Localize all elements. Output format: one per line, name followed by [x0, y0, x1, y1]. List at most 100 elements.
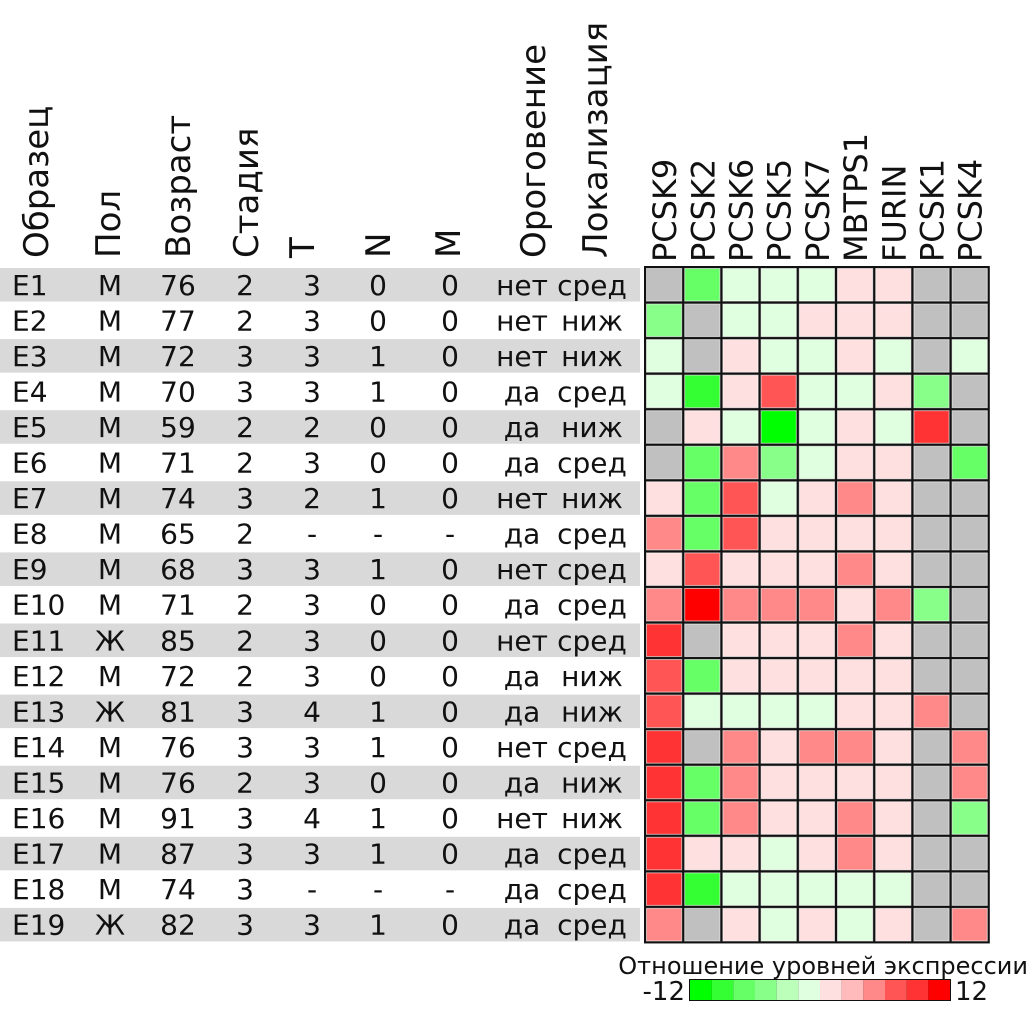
heatmap-cell [837, 481, 874, 515]
heatmap-cell [722, 765, 759, 800]
table-cell: М [98, 447, 122, 480]
heatmap-cell [875, 836, 912, 871]
table-cell: 0 [441, 766, 459, 799]
heatmap-cell [646, 374, 683, 409]
heatmap-cell [722, 516, 759, 551]
sample-id: E12 [12, 660, 65, 693]
heatmap-cell [951, 374, 988, 409]
table-cell: 2 [303, 482, 321, 515]
sample-id: E3 [12, 340, 48, 373]
heatmap-cell [684, 659, 721, 693]
heatmap-cell [722, 694, 759, 729]
table-cell: 0 [441, 553, 459, 586]
heatmap-cell [684, 374, 721, 409]
row-stripe [0, 694, 640, 729]
table-cell: ниж [561, 766, 623, 799]
heatmap-cell [837, 268, 874, 302]
table-cell: 82 [160, 909, 196, 942]
table-cell: да [504, 909, 541, 942]
heatmap-cell [760, 587, 797, 622]
table-cell: 0 [369, 624, 387, 657]
table-cell: 3 [236, 695, 254, 728]
table-cell: нет [496, 482, 548, 515]
heatmap-cell [760, 836, 797, 871]
heatmap-cell [760, 872, 797, 906]
sample-id: E19 [12, 909, 65, 942]
row-stripe [0, 268, 640, 302]
gene-label: PCSK2 [684, 159, 722, 262]
table-cell: 0 [441, 411, 459, 444]
sample-id: E7 [12, 482, 48, 515]
heatmap-cell [646, 694, 683, 729]
table-cell: 76 [160, 731, 196, 764]
heatmap-cell [875, 552, 912, 586]
table-cell: 77 [160, 304, 196, 337]
table-cell: 3 [303, 589, 321, 622]
table-cell: 3 [303, 340, 321, 373]
heatmap-cell [837, 836, 874, 871]
heatmap-cell [760, 552, 797, 586]
heatmap-cell [760, 659, 797, 693]
heatmap-cell [798, 374, 835, 409]
column-header: N [359, 233, 399, 258]
heatmap-cell [875, 659, 912, 693]
heatmap-cell [684, 907, 721, 942]
heatmap-cell [684, 552, 721, 586]
table-cell: 1 [369, 482, 387, 515]
legend-swatch [733, 980, 755, 1000]
table-cell: да [504, 375, 541, 408]
table-cell: 3 [303, 909, 321, 942]
heatmap-cell [684, 268, 721, 302]
heatmap-cell [913, 587, 950, 622]
heatmap-cell [646, 836, 683, 871]
table-cell: М [98, 838, 122, 871]
heatmap-cell [875, 872, 912, 906]
table-cell: М [98, 411, 122, 444]
heatmap-cell [684, 445, 721, 480]
table-cell: 3 [236, 482, 254, 515]
heatmap-cell [837, 339, 874, 373]
heatmap-cell [875, 481, 912, 515]
table-cell: да [504, 838, 541, 871]
heatmap-cell [837, 765, 874, 800]
heatmap-cell [798, 872, 835, 906]
table-cell: 2 [236, 411, 254, 444]
legend-swatch [690, 980, 712, 1000]
gene-label: MBTPS1 [837, 133, 875, 262]
sample-id: E9 [12, 553, 48, 586]
heatmap-cell [951, 481, 988, 515]
heatmap-cell [913, 303, 950, 338]
table-cell: 2 [236, 304, 254, 337]
heatmap-cell [722, 481, 759, 515]
table-cell: 3 [236, 375, 254, 408]
table-cell: да [504, 589, 541, 622]
heatmap-cell [646, 872, 683, 906]
heatmap-cell [837, 694, 874, 729]
heatmap-cell [760, 303, 797, 338]
heatmap-cell [646, 801, 683, 835]
heatmap-cell [837, 516, 874, 551]
table-cell: 3 [303, 304, 321, 337]
column-header: T [283, 237, 323, 259]
table-cell: 3 [303, 269, 321, 302]
column-header: Стадия [227, 128, 267, 258]
table-cell: 2 [303, 411, 321, 444]
table-cell: М [98, 375, 122, 408]
heatmap-cell [913, 623, 950, 658]
legend-swatch [755, 980, 777, 1000]
sample-id: E5 [12, 411, 48, 444]
heatmap-cell [951, 339, 988, 373]
heatmap-cell [646, 730, 683, 764]
legend-swatch [863, 980, 885, 1000]
heatmap-cell [875, 268, 912, 302]
table-cell: 3 [236, 340, 254, 373]
column-header: Ороговение [514, 44, 554, 258]
table-cell: 0 [369, 766, 387, 799]
heatmap-cell [760, 481, 797, 515]
sample-id: E18 [12, 873, 65, 906]
table-cell: сред [557, 447, 627, 480]
table-cell: сред [557, 589, 627, 622]
table-cell: 1 [369, 909, 387, 942]
heatmap-cell [913, 872, 950, 906]
